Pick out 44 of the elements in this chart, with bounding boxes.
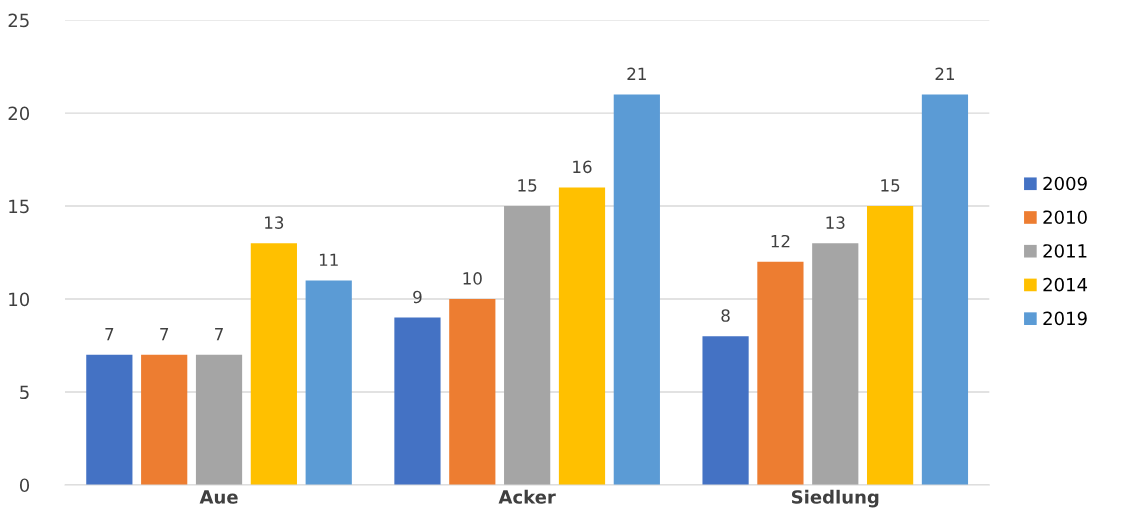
y-tick-label: 10 <box>9 292 30 307</box>
data-label: 13 <box>265 216 284 229</box>
x-tick-label: Siedlung <box>791 489 879 508</box>
y-tick-label: 0 <box>19 478 30 493</box>
data-label: 7 <box>215 328 223 341</box>
x-tick-label: Aue <box>199 490 238 504</box>
bar <box>702 336 749 485</box>
legend-label: 2011 <box>1043 244 1087 258</box>
data-label: 15 <box>881 179 900 192</box>
data-label: 12 <box>771 234 790 248</box>
y-tick-label: 20 <box>8 106 30 121</box>
bar <box>141 354 188 485</box>
bar <box>195 354 243 485</box>
data-label: 16 <box>573 160 592 174</box>
legend-label: 2010 <box>1043 210 1087 225</box>
legend-label: 2019 <box>1043 311 1087 326</box>
data-label: 9 <box>413 290 422 304</box>
bar <box>812 243 859 485</box>
legend-label: 2014 <box>1043 277 1088 292</box>
data-label: 7 <box>160 328 169 341</box>
data-label: 13 <box>826 216 845 229</box>
bar <box>613 94 660 485</box>
bar <box>449 299 496 485</box>
data-label: 10 <box>463 272 482 285</box>
data-label: 7 <box>105 328 114 341</box>
bar <box>305 280 352 485</box>
bar <box>504 206 551 485</box>
bar <box>394 317 441 485</box>
data-label: 15 <box>518 179 537 192</box>
bar <box>866 206 914 485</box>
bar <box>558 187 606 485</box>
legend-label: 2009 <box>1043 176 1087 191</box>
y-tick-label: 5 <box>20 385 29 400</box>
data-label: 8 <box>721 309 730 322</box>
data-label: 21 <box>627 67 646 80</box>
bar <box>921 94 969 485</box>
data-label: 11 <box>319 253 338 266</box>
bar <box>86 354 133 485</box>
x-tick-label: Acker <box>498 489 556 504</box>
bar <box>757 261 804 485</box>
bar <box>250 243 297 485</box>
data-label: 21 <box>935 67 955 80</box>
y-tick-label: 25 <box>8 13 29 28</box>
y-tick-label: 15 <box>9 199 29 214</box>
